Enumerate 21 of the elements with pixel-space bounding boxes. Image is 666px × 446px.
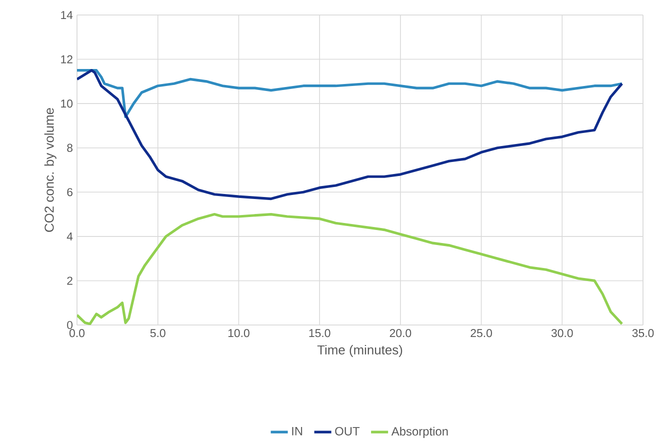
legend-label: OUT [335, 427, 360, 436]
x-tick-label: 0.0 [69, 329, 85, 338]
y-tick-label: 10 [61, 100, 73, 108]
x-tick-label: 25.0 [470, 329, 492, 338]
x-tick-label: 15.0 [309, 329, 330, 338]
y-tick-label: 8 [67, 144, 72, 152]
x-axis-title: Time (minutes) [317, 344, 402, 358]
legend-label: Absorption [391, 426, 448, 438]
y-tick-label: 4 [66, 232, 73, 240]
y-tick-label: 14 [61, 11, 73, 19]
x-tick-label: 10.0 [228, 329, 250, 338]
y-axis-title: CO2 conc. by volume [44, 108, 56, 232]
x-tick-label: 35.0 [632, 329, 654, 338]
y-tick-label: 2 [67, 276, 72, 285]
legend-label: IN [292, 427, 302, 436]
y-tick-label: 0 [67, 320, 73, 330]
y-tick-label: 6 [67, 188, 72, 196]
x-tick-label: 5.0 [150, 329, 166, 338]
y-tick-label: 12 [61, 55, 72, 64]
x-tick-label: 20.0 [390, 329, 412, 338]
x-tick-label: 30.0 [551, 329, 573, 338]
